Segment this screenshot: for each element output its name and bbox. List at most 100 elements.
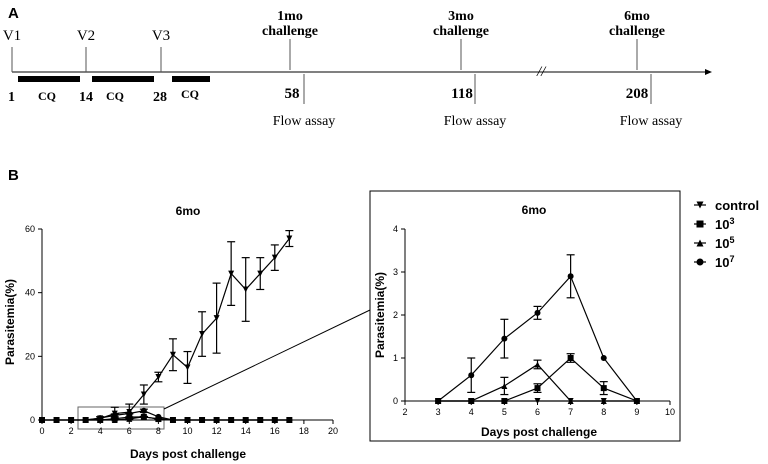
chart-1-title: 6mo: [176, 204, 201, 218]
chart-1-point: [140, 391, 147, 398]
chart-1-series-line: [85, 238, 290, 421]
chart-2-point: [468, 372, 475, 379]
legend-item-1: 103: [694, 216, 734, 232]
chart-1-x-tick-label: 0: [39, 426, 44, 436]
vaccination-label-v2: V2: [77, 28, 95, 44]
chart-1-point: [213, 417, 220, 423]
chart-1-point: [97, 415, 104, 422]
cq-bar-2: [92, 76, 154, 82]
chart-2-y-tick-label: 0: [393, 396, 398, 406]
cq-label-3: CQ: [181, 87, 199, 101]
chart-1-x-tick-label: 4: [98, 426, 103, 436]
vaccination-label-v1: V1: [3, 28, 21, 44]
chart-1-point: [126, 410, 133, 417]
chart-1-point: [184, 364, 191, 371]
chart-1-y-tick-label: 0: [30, 415, 35, 425]
cq-bar-1: [18, 76, 80, 82]
chart-2-point: [534, 385, 541, 392]
chart-2-x-tick-label: 5: [502, 407, 507, 417]
chart-1-point: [286, 417, 293, 423]
legend-label: 103: [715, 216, 734, 232]
chart-1-point: [169, 417, 176, 423]
day-label-28: 28: [153, 90, 167, 105]
chart-1-point: [140, 407, 147, 414]
chart-1-series-line: [42, 410, 290, 421]
chart-2-series-3: [435, 254, 640, 404]
chart-2-point: [600, 385, 607, 392]
inset-frame: [369, 190, 681, 442]
chart-1-point: [199, 417, 206, 423]
chart-2-title: 6mo: [522, 203, 547, 217]
chart-2-ylabel: Parasitemia(%): [373, 272, 387, 358]
chart-2-xlabel: Days post challenge: [481, 425, 597, 439]
chart-1-series-0: [82, 229, 294, 423]
chart-1-x-tick-label: 8: [156, 426, 161, 436]
chart-1-point: [213, 315, 220, 322]
legend-label-base: 10: [715, 236, 729, 251]
cq-label-1: CQ: [38, 89, 56, 103]
legend-label-base: 10: [715, 255, 729, 270]
chart-1-point: [53, 417, 60, 423]
chart-2-y-tick-label: 4: [393, 224, 398, 234]
chart-1-point: [184, 417, 191, 423]
chart-2-x-tick-label: 3: [436, 407, 441, 417]
chart-2-point: [501, 335, 508, 342]
legend-marker: [696, 258, 704, 266]
chart-1-x-tick-label: 16: [270, 426, 280, 436]
chart-1-y-tick-label: 40: [25, 288, 35, 298]
cq-label-2: CQ: [106, 89, 124, 103]
legend-label-superscript: 5: [729, 235, 734, 245]
challenge-3-label-bottom: challenge: [609, 24, 665, 39]
legend-label-base: control: [715, 198, 759, 213]
chart-1-x-tick-label: 18: [299, 426, 309, 436]
legend-label: control: [715, 198, 759, 213]
legend-marker: [696, 239, 704, 247]
chart-1-point: [242, 286, 249, 293]
chart-1-point: [242, 417, 249, 423]
chart-1-point: [228, 270, 235, 277]
chart-1-y-tick-label: 60: [25, 224, 35, 234]
chart-2-point: [534, 398, 541, 404]
legend-item-3: 107: [694, 254, 734, 270]
chart-1-point: [111, 412, 118, 419]
chart-1-point: [68, 417, 75, 423]
timeline: // V1 V2 V3 CQ CQ CQ 1 14 28 1mo challen…: [3, 9, 712, 129]
chart-1-point: [257, 417, 264, 423]
chart-2: 2 3 4 5 6 7 8 9 10 0 1 2 3 4: [393, 224, 675, 417]
challenge-3-label-top: 6mo: [624, 9, 650, 24]
chart-2-point: [633, 398, 640, 404]
chart-1-point: [126, 415, 133, 422]
chart-1-y-tick-label: 20: [25, 351, 35, 361]
chart-1-x-tick-label: 2: [69, 426, 74, 436]
chart-2-point: [600, 398, 607, 404]
chart-1-x-tick-label: 12: [212, 426, 222, 436]
chart-2-point: [567, 398, 574, 404]
chart-1-point: [39, 417, 45, 423]
chart-1-point: [228, 417, 235, 423]
chart-2-point: [567, 273, 574, 280]
challenge-2-day: 118: [451, 86, 473, 102]
chart-1-x-tick-label: 6: [127, 426, 132, 436]
vaccination-label-v3: V3: [152, 28, 170, 44]
chart-2-point: [534, 361, 541, 368]
chart-2-x-tick-label: 9: [634, 407, 639, 417]
legend-label: 105: [715, 235, 734, 251]
chart-1-point: [271, 417, 278, 423]
day-label-1: 1: [8, 90, 15, 105]
chart-2-point: [567, 355, 574, 361]
chart-1-point: [155, 413, 162, 420]
chart-1: 0 2 4 6 8 10 12 14 16 18 20 0 20 40 60: [25, 224, 338, 436]
challenge-2-label-bottom: challenge: [433, 24, 489, 39]
challenge-2-label-top: 3mo: [448, 9, 474, 24]
legend-label-superscript: 3: [729, 216, 734, 226]
chart-1-point: [271, 254, 278, 261]
chart-1-x-tick-label: 14: [241, 426, 251, 436]
chart-2-x-tick-label: 8: [601, 407, 606, 417]
chart-2-y-tick-label: 3: [393, 267, 398, 277]
assay-2-label: Flow assay: [444, 114, 507, 129]
chart-2-point: [501, 382, 508, 389]
panel-label-a: A: [8, 5, 19, 22]
chart-1-point: [82, 417, 89, 423]
